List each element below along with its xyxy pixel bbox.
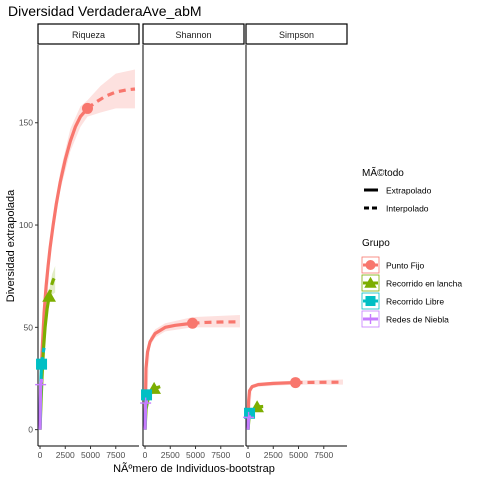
facet-strip-label: Simpson bbox=[279, 30, 314, 40]
observed-point bbox=[244, 407, 256, 419]
confidence-band bbox=[40, 69, 135, 430]
legend-group-key bbox=[361, 274, 380, 292]
observed-point bbox=[42, 289, 56, 302]
series-redes-de-niebla bbox=[35, 378, 47, 430]
marker-circle bbox=[289, 377, 301, 389]
observed-point bbox=[81, 102, 93, 114]
marker-circle bbox=[186, 317, 198, 329]
x-tick-label: 2500 bbox=[161, 450, 180, 460]
series-redes-de-niebla bbox=[243, 411, 255, 430]
chart-title: Diversidad VerdaderaAve_abM bbox=[8, 3, 202, 19]
y-tick-label: 0 bbox=[28, 425, 33, 435]
extrapolated-line bbox=[192, 320, 240, 325]
legend-method-label: Interpolado bbox=[386, 204, 429, 214]
x-tick-label: 7500 bbox=[211, 450, 230, 460]
facet-panels: Riqueza 0 2500 5000 7500 Shannon 0 2500 5000 7500… bbox=[35, 23, 348, 460]
observed-point bbox=[140, 397, 152, 409]
legend-method-title: MÃ©todo bbox=[362, 166, 404, 179]
series-punto-fijo bbox=[143, 315, 240, 430]
legend-key-marker bbox=[365, 314, 376, 324]
legend-group-key bbox=[361, 256, 380, 274]
marker-square bbox=[244, 407, 256, 419]
legend-group-label: Redes de Niebla bbox=[386, 315, 449, 325]
facet-strip bbox=[142, 23, 245, 45]
axes: 0 50 100 150 bbox=[19, 118, 38, 435]
x-tick-label: 2500 bbox=[56, 450, 75, 460]
x-tick-label: 5000 bbox=[186, 450, 205, 460]
x-axis-label: NÃºmero de Individuos-bootstrap bbox=[113, 462, 275, 475]
observed-point bbox=[186, 317, 198, 329]
x-tick-label: 0 bbox=[246, 450, 251, 460]
marker-square bbox=[365, 296, 376, 306]
observed-point bbox=[141, 389, 153, 401]
x-tick-label: 7500 bbox=[106, 450, 125, 460]
interpolated-line bbox=[38, 107, 89, 430]
legend-group-label: Recorrido en lancha bbox=[386, 279, 462, 289]
observed-point bbox=[243, 411, 255, 423]
x-tick-label: 7500 bbox=[314, 450, 333, 460]
legend-group-title: Grupo bbox=[362, 238, 390, 249]
x-tick-label: 5000 bbox=[81, 450, 100, 460]
observed-point bbox=[36, 358, 48, 370]
facet-panel-simpson: Simpson 0 2500 5000 7500 bbox=[243, 23, 348, 460]
marker-square bbox=[141, 389, 153, 401]
observed-point bbox=[35, 379, 47, 391]
extrapolated-line bbox=[86, 87, 136, 110]
x-tick-label: 2500 bbox=[264, 450, 283, 460]
facet-strip bbox=[245, 23, 348, 45]
legend-group-label: Recorrido Libre bbox=[386, 297, 444, 307]
facet-strip-label: Shannon bbox=[175, 30, 211, 40]
y-axis-label: Diversidad extrapolada bbox=[5, 189, 17, 302]
marker-circle bbox=[365, 260, 376, 270]
interpolated-line bbox=[143, 321, 193, 430]
legend: MÃ©todo Extrapolado Interpolado Grupo Punto … bbox=[361, 166, 462, 328]
marker-square bbox=[36, 358, 48, 370]
legend-key-marker bbox=[364, 276, 377, 288]
interpolated-line bbox=[38, 384, 43, 430]
confidence-band bbox=[145, 315, 240, 430]
y-tick-label: 150 bbox=[19, 118, 33, 128]
interpolated-line bbox=[246, 380, 296, 430]
extrapolated-line bbox=[47, 275, 57, 297]
legend-group-key bbox=[361, 310, 380, 328]
legend-key-marker bbox=[365, 260, 376, 270]
marker-triangle bbox=[42, 289, 56, 302]
legend-method-label: Extrapolado bbox=[386, 186, 432, 196]
y-tick-label: 100 bbox=[19, 220, 33, 230]
facet-panel-riqueza: Riqueza 0 2500 5000 7500 bbox=[35, 23, 140, 460]
x-tick-label: 0 bbox=[143, 450, 148, 460]
legend-group-key bbox=[361, 292, 380, 310]
series-redes-de-niebla bbox=[140, 397, 152, 430]
marker-triangle bbox=[364, 276, 377, 288]
observed-point bbox=[289, 377, 301, 389]
facet-strip-label: Riqueza bbox=[72, 30, 105, 40]
facet-strip bbox=[37, 23, 140, 45]
series-punto-fijo bbox=[38, 69, 136, 430]
y-tick-label: 50 bbox=[24, 322, 34, 332]
marker-circle bbox=[81, 102, 93, 114]
legend-key-marker bbox=[365, 296, 376, 306]
x-tick-label: 0 bbox=[38, 450, 43, 460]
series-punto-fijo bbox=[246, 377, 343, 430]
facet-panel-shannon: Shannon 0 2500 5000 7500 bbox=[140, 23, 245, 460]
x-tick-label: 5000 bbox=[289, 450, 308, 460]
legend-group-label: Punto Fijo bbox=[386, 261, 425, 271]
